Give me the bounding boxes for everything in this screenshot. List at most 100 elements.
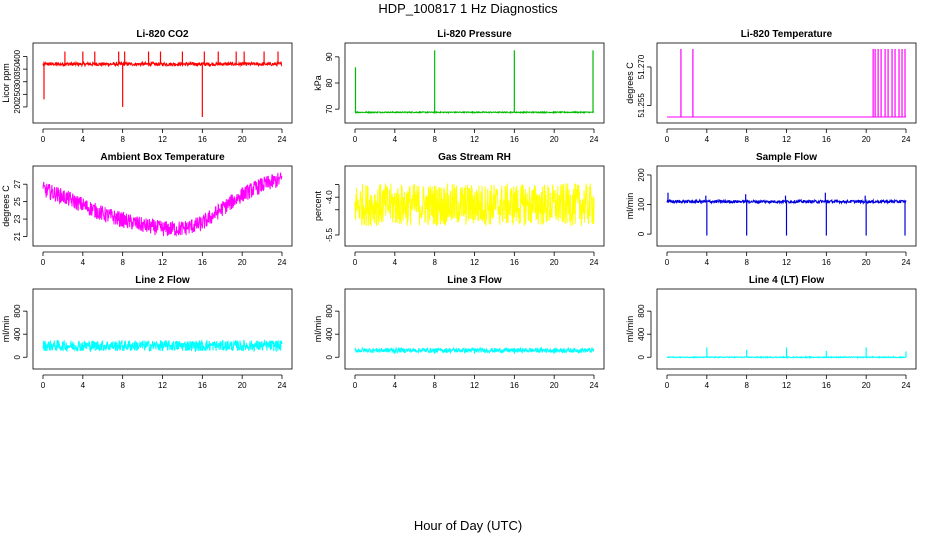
- y-tick-label: 200: [637, 168, 646, 182]
- y-tick-label: 400: [637, 327, 646, 341]
- x-axis: 0 4 8 12 16 20 24: [41, 128, 287, 144]
- x-tick-label: 20: [238, 135, 247, 144]
- x-tick-label: 20: [862, 381, 871, 390]
- x-tick-label: 8: [120, 381, 125, 390]
- series-group: [354, 50, 595, 115]
- chart-panel-8: Line 3 Flow ml/min 0 4 8 12 16 20 24 0 400 800: [313, 275, 605, 390]
- y-tick-label: 0: [13, 354, 22, 359]
- y-axis: 0 400 800: [13, 304, 28, 359]
- y-axis-label: ml/min: [1, 316, 11, 343]
- chart-panel-5: Gas Stream RH percent 0 4 8 12 16 20 24 -5.5 -4.0: [313, 152, 605, 267]
- chart-title: Line 2 Flow: [135, 275, 190, 286]
- y-tick-label: 51.255: [637, 93, 646, 118]
- plot-frame: [32, 288, 293, 370]
- y-tick-label: 400: [13, 327, 22, 341]
- x-axis: 0 4 8 12 16 20 24: [665, 251, 911, 267]
- chart-title: Line 3 Flow: [447, 275, 502, 286]
- y-tick-label: 300: [13, 75, 22, 89]
- y-tick-label: 0: [637, 231, 646, 236]
- x-axis-label: Hour of Day (UTC): [413, 518, 523, 533]
- series-line: [42, 60, 283, 68]
- plot-frame: [32, 42, 293, 124]
- x-tick-label: 4: [393, 135, 398, 144]
- y-axis: 70 80 90: [325, 52, 340, 114]
- series-line: [42, 172, 283, 237]
- y-tick-label: 250: [13, 87, 22, 101]
- x-tick-label: 16: [198, 135, 207, 144]
- y-tick-label: 800: [13, 304, 22, 318]
- x-tick-label: 12: [470, 258, 479, 267]
- y-axis-label: kPa: [313, 75, 323, 91]
- x-tick-label: 4: [81, 258, 86, 267]
- x-tick-label: 0: [353, 258, 358, 267]
- x-axis: 0 4 8 12 16 20 24: [41, 374, 287, 390]
- x-tick-label: 16: [510, 135, 519, 144]
- series-group: [42, 51, 283, 117]
- x-tick-label: 4: [393, 381, 398, 390]
- x-axis: 0 4 8 12 16 20 24: [665, 128, 911, 144]
- x-axis: 0 4 8 12 16 20 24: [665, 374, 911, 390]
- x-tick-label: 0: [41, 258, 46, 267]
- series-group: [666, 347, 907, 360]
- chart-panel-1: Li-820 CO2 Licor ppm 0 4 8 12 16 20 24 2002503003…: [1, 29, 293, 144]
- y-tick-label: 27: [13, 179, 22, 188]
- y-axis-label: ml/min: [625, 193, 635, 220]
- series-group: [354, 183, 595, 227]
- x-axis: 0 4 8 12 16 20 24: [41, 251, 287, 267]
- x-tick-label: 8: [120, 135, 125, 144]
- x-tick-label: 4: [705, 258, 710, 267]
- x-tick-label: 20: [550, 135, 559, 144]
- x-tick-label: 8: [432, 381, 437, 390]
- y-tick-label: 400: [13, 49, 22, 63]
- chart-title: Ambient Box Temperature: [100, 152, 225, 163]
- x-tick-label: 0: [41, 135, 46, 144]
- chart-panel-6: Sample Flow ml/min 0 4 8 12 16 20 24 0 100 200: [625, 152, 917, 267]
- x-tick-label: 12: [782, 135, 791, 144]
- x-tick-label: 0: [353, 381, 358, 390]
- y-axis: 0 400 800: [325, 304, 340, 359]
- series-group: [42, 339, 283, 353]
- x-tick-label: 12: [158, 381, 167, 390]
- chart-panel-3: Li-820 Temperature degrees C 0 4 8 12 16 20 24 51…: [625, 29, 917, 144]
- chart-panel-2: Li-820 Pressure kPa 0 4 8 12 16 20 24 70 80 90: [313, 29, 605, 144]
- y-tick-label: -4.0: [325, 190, 334, 204]
- y-axis: 21 23 25 27: [13, 179, 28, 241]
- chart-title: Gas Stream RH: [438, 152, 511, 163]
- series-line: [354, 110, 595, 115]
- series-group: [354, 346, 595, 355]
- y-axis-label: ml/min: [313, 316, 323, 343]
- x-tick-label: 20: [862, 135, 871, 144]
- x-tick-label: 20: [862, 258, 871, 267]
- y-tick-label: 350: [13, 62, 22, 76]
- y-axis-label: degrees C: [1, 185, 11, 227]
- chart-title: Li-820 Pressure: [437, 29, 512, 40]
- x-tick-label: 0: [353, 135, 358, 144]
- x-tick-label: 24: [278, 258, 287, 267]
- x-tick-label: 8: [744, 135, 749, 144]
- x-axis: 0 4 8 12 16 20 24: [353, 374, 599, 390]
- x-tick-label: 12: [158, 258, 167, 267]
- x-tick-label: 12: [782, 258, 791, 267]
- x-tick-label: 24: [902, 258, 911, 267]
- x-tick-label: 24: [902, 381, 911, 390]
- x-tick-label: 4: [81, 135, 86, 144]
- y-tick-label: 21: [13, 232, 22, 241]
- y-tick-label: 90: [325, 52, 334, 61]
- y-tick-label: 100: [637, 197, 646, 211]
- figure-title: HDP_100817 1 Hz Diagnostics: [378, 1, 558, 16]
- x-tick-label: 0: [665, 381, 670, 390]
- chart-panel-4: Ambient Box Temperature degrees C 0 4 8 12 16 2…: [1, 152, 293, 267]
- chart-title: Li-820 Temperature: [741, 29, 833, 40]
- y-axis: 0 400 800: [637, 304, 652, 359]
- x-tick-label: 20: [238, 258, 247, 267]
- chart-title: Line 4 (LT) Flow: [749, 275, 825, 286]
- plot-frame: [656, 165, 917, 247]
- x-tick-label: 8: [744, 258, 749, 267]
- x-tick-label: 16: [822, 381, 831, 390]
- series-group: [666, 192, 907, 236]
- x-tick-label: 16: [198, 381, 207, 390]
- x-tick-label: 12: [470, 135, 479, 144]
- y-tick-label: 80: [325, 78, 334, 87]
- x-tick-label: 24: [278, 381, 287, 390]
